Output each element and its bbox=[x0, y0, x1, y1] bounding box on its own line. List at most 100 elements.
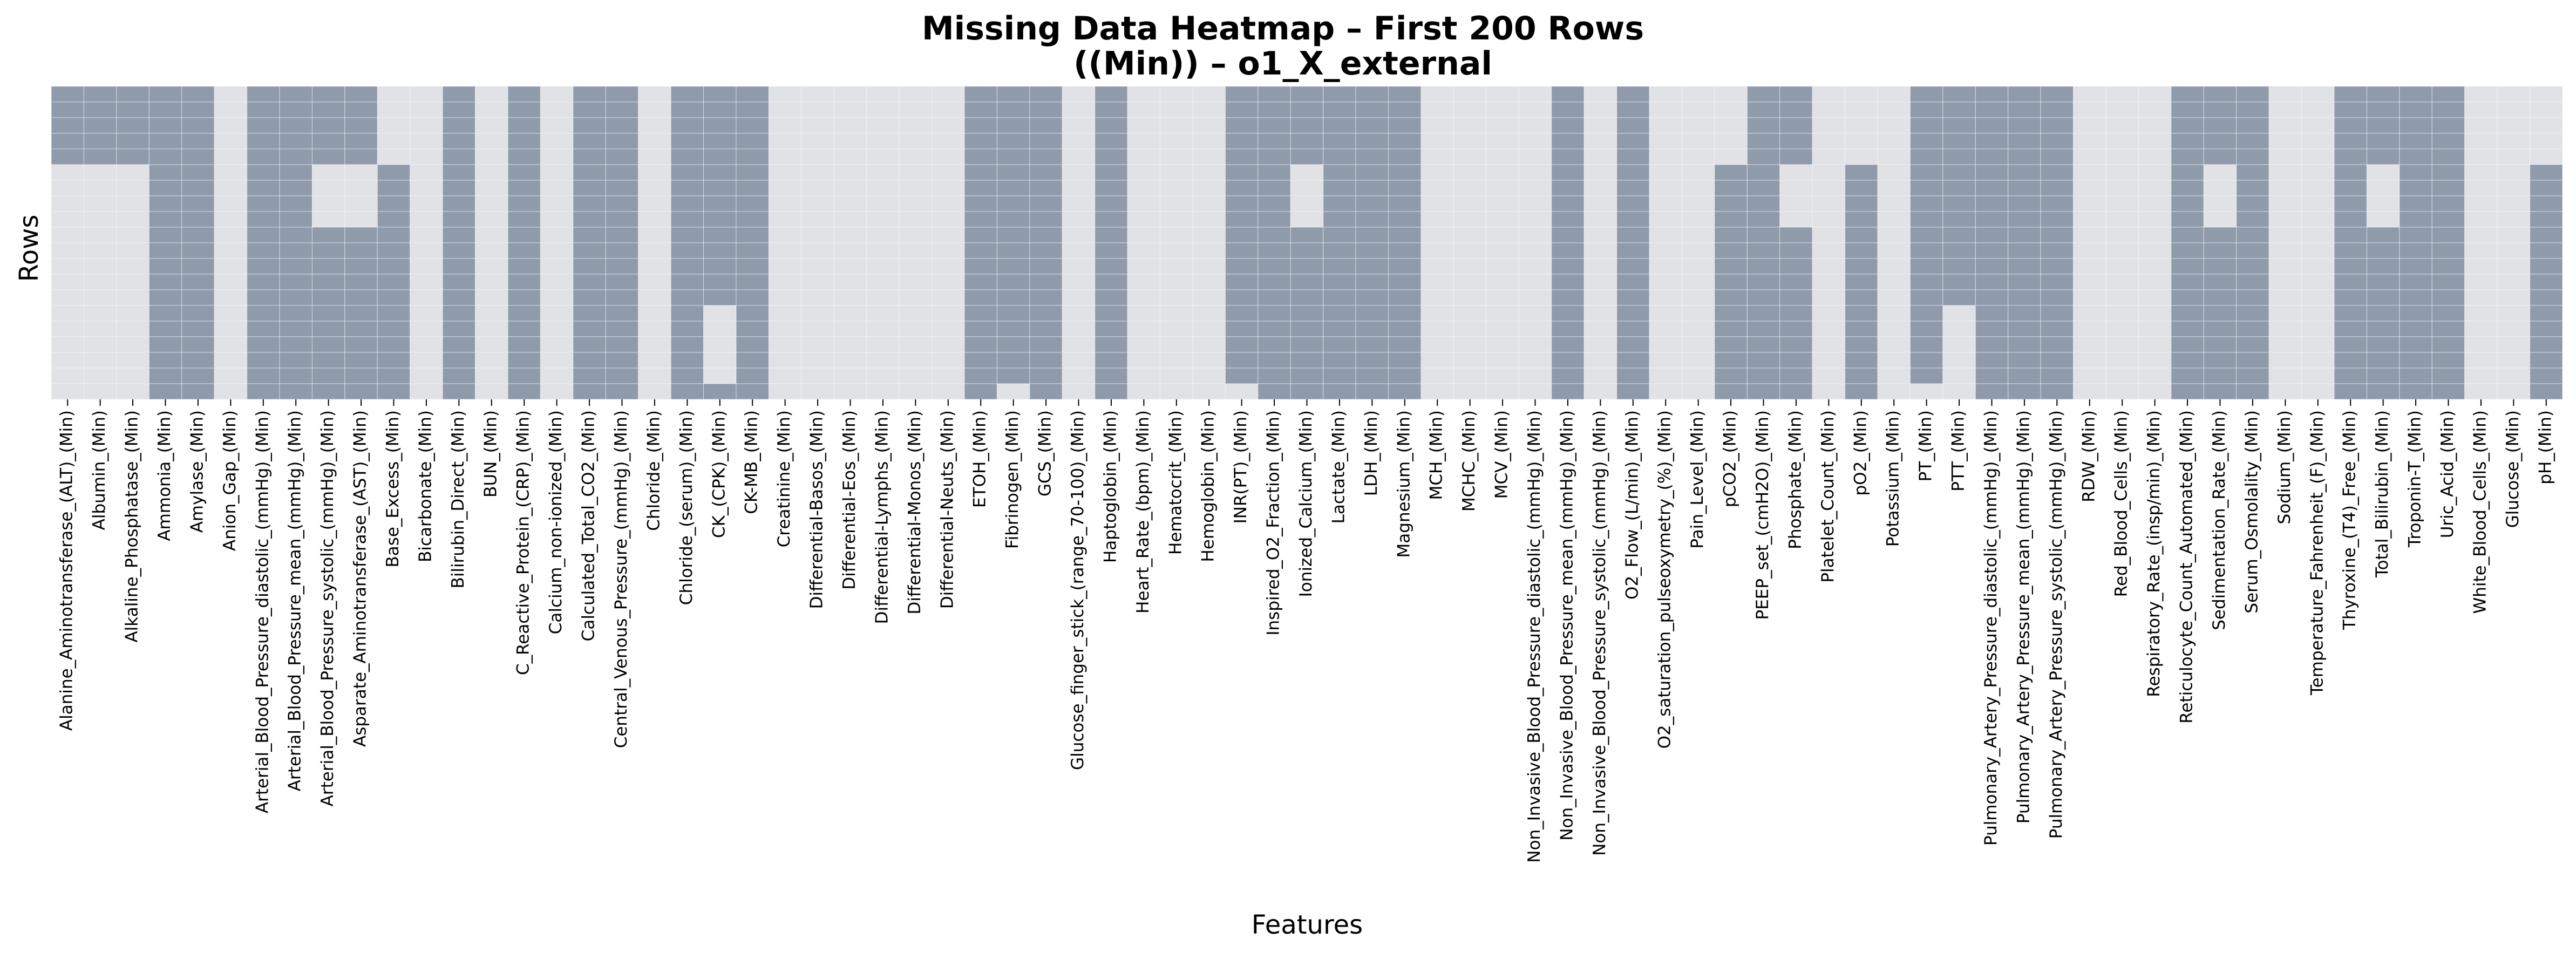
heatmap-cell-present bbox=[1388, 101, 1422, 118]
heatmap-cell-present bbox=[1845, 321, 1878, 337]
heatmap-cell-missing bbox=[116, 211, 149, 228]
heatmap-cell-present bbox=[736, 101, 769, 118]
heatmap-cell-present bbox=[377, 383, 411, 400]
heatmap-cell-present bbox=[442, 180, 476, 196]
heatmap-cell-present bbox=[1616, 321, 1650, 337]
heatmap-cell-present bbox=[148, 148, 182, 165]
heatmap-cell-missing bbox=[1453, 352, 1487, 369]
heatmap-cell-missing bbox=[1127, 274, 1161, 290]
heatmap-cell-missing bbox=[1160, 148, 1193, 165]
heatmap-cell-present bbox=[996, 258, 1030, 275]
heatmap-cell-missing bbox=[1453, 227, 1487, 243]
heatmap-cell-missing bbox=[1583, 211, 1617, 228]
heatmap-cell-missing bbox=[1942, 383, 1976, 400]
heatmap-cell-present bbox=[442, 274, 476, 290]
heatmap-cell-present bbox=[1616, 289, 1650, 306]
heatmap-cell-missing bbox=[2138, 164, 2172, 181]
heatmap-cell-present bbox=[83, 101, 117, 118]
heatmap-cell-present bbox=[2008, 289, 2041, 306]
heatmap-cell-missing bbox=[1486, 86, 1519, 103]
heatmap-cell-missing bbox=[1649, 195, 1682, 212]
heatmap-cell-present bbox=[1909, 242, 1943, 259]
heatmap-cell-missing bbox=[1877, 258, 1911, 275]
heatmap-cell-missing bbox=[116, 305, 149, 322]
heatmap-cell-present bbox=[279, 195, 312, 212]
heatmap-cell-missing bbox=[866, 368, 900, 384]
heatmap-cell-present bbox=[1258, 86, 1291, 103]
heatmap-cell-missing bbox=[1062, 242, 1096, 259]
x-tick-label: GCS_(Min) bbox=[1036, 410, 1055, 496]
heatmap-cell-present bbox=[1225, 180, 1259, 196]
heatmap-cell-missing bbox=[344, 180, 378, 196]
heatmap-cell-present bbox=[2530, 289, 2563, 306]
heatmap-cell-missing bbox=[1062, 117, 1096, 134]
heatmap-cell-missing bbox=[833, 133, 867, 149]
heatmap-cell-present bbox=[83, 117, 117, 134]
heatmap-cell-present bbox=[1746, 336, 1780, 353]
heatmap-cell-missing bbox=[801, 305, 834, 322]
heatmap-cell-present bbox=[605, 101, 639, 118]
heatmap-cell-present bbox=[2334, 383, 2367, 400]
heatmap-cell-present bbox=[1714, 274, 1748, 290]
heatmap-cell-missing bbox=[1420, 289, 1454, 306]
heatmap-cell-present bbox=[605, 305, 639, 322]
heatmap-cell-missing bbox=[768, 336, 802, 353]
heatmap-cell-present bbox=[181, 101, 215, 118]
heatmap-cell-missing bbox=[1877, 321, 1911, 337]
heatmap-cell-present bbox=[1779, 227, 1813, 243]
heatmap-cell-present bbox=[344, 305, 378, 322]
heatmap-cell-present bbox=[703, 258, 737, 275]
heatmap-cell-missing bbox=[51, 383, 84, 400]
heatmap-cell-missing bbox=[1420, 321, 1454, 337]
heatmap-cell-present bbox=[2366, 289, 2400, 306]
heatmap-cell-missing bbox=[1812, 180, 1846, 196]
heatmap-cell-present bbox=[2040, 148, 2074, 165]
heatmap-cell-missing bbox=[116, 180, 149, 196]
heatmap-cell-present bbox=[442, 305, 476, 322]
heatmap-cell-missing bbox=[1583, 274, 1617, 290]
heatmap-cell-missing bbox=[1681, 101, 1715, 118]
heatmap-cell-present bbox=[1323, 101, 1356, 118]
heatmap-cell-present bbox=[1225, 227, 1259, 243]
heatmap-cell-present bbox=[1290, 101, 1324, 118]
heatmap-cell-present bbox=[148, 321, 182, 337]
heatmap-cell-present bbox=[507, 148, 541, 165]
heatmap-cell-present bbox=[2171, 133, 2204, 149]
heatmap-cell-present bbox=[1779, 117, 1813, 134]
x-tick-label: White_Blood_Cells_(Min) bbox=[2470, 410, 2490, 614]
heatmap-cell-missing bbox=[899, 133, 933, 149]
heatmap-cell-missing bbox=[51, 211, 84, 228]
heatmap-cell-missing bbox=[1518, 336, 1552, 353]
heatmap-cell-present bbox=[1225, 86, 1259, 103]
heatmap-cell-present bbox=[1746, 164, 1780, 181]
heatmap-cell-present bbox=[1258, 258, 1291, 275]
heatmap-cell-present bbox=[2399, 321, 2432, 337]
heatmap-cell-present bbox=[1290, 289, 1324, 306]
heatmap-cell-missing bbox=[475, 336, 508, 353]
heatmap-cell-present bbox=[2399, 211, 2432, 228]
heatmap-cell-present bbox=[1258, 336, 1291, 353]
heatmap-cell-present bbox=[2008, 321, 2041, 337]
x-tick-label: Pulmonary_Artery_Pressure_diastolic_(mmH… bbox=[1981, 410, 2001, 846]
heatmap-cell-present bbox=[2530, 368, 2563, 384]
heatmap-cell-missing bbox=[833, 227, 867, 243]
heatmap-cell-present bbox=[377, 305, 411, 322]
heatmap-cell-present bbox=[1942, 242, 1976, 259]
heatmap-cell-missing bbox=[1942, 321, 1976, 337]
heatmap-cell-present bbox=[2399, 305, 2432, 322]
heatmap-cell-present bbox=[1746, 383, 1780, 400]
heatmap-cell-missing bbox=[1127, 86, 1161, 103]
heatmap-cell-present bbox=[736, 180, 769, 196]
heatmap-cell-missing bbox=[1160, 211, 1193, 228]
heatmap-cell-missing bbox=[2268, 305, 2302, 322]
heatmap-cell-missing bbox=[932, 164, 965, 181]
heatmap-cell-missing bbox=[410, 242, 443, 259]
heatmap-cell-present bbox=[736, 383, 769, 400]
heatmap-cell-missing bbox=[1714, 133, 1748, 149]
heatmap-cell-present bbox=[1095, 195, 1128, 212]
heatmap-cell-present bbox=[1845, 227, 1878, 243]
heatmap-cell-present bbox=[2366, 368, 2400, 384]
heatmap-cell-missing bbox=[1127, 321, 1161, 337]
heatmap-cell-present bbox=[2203, 336, 2237, 353]
